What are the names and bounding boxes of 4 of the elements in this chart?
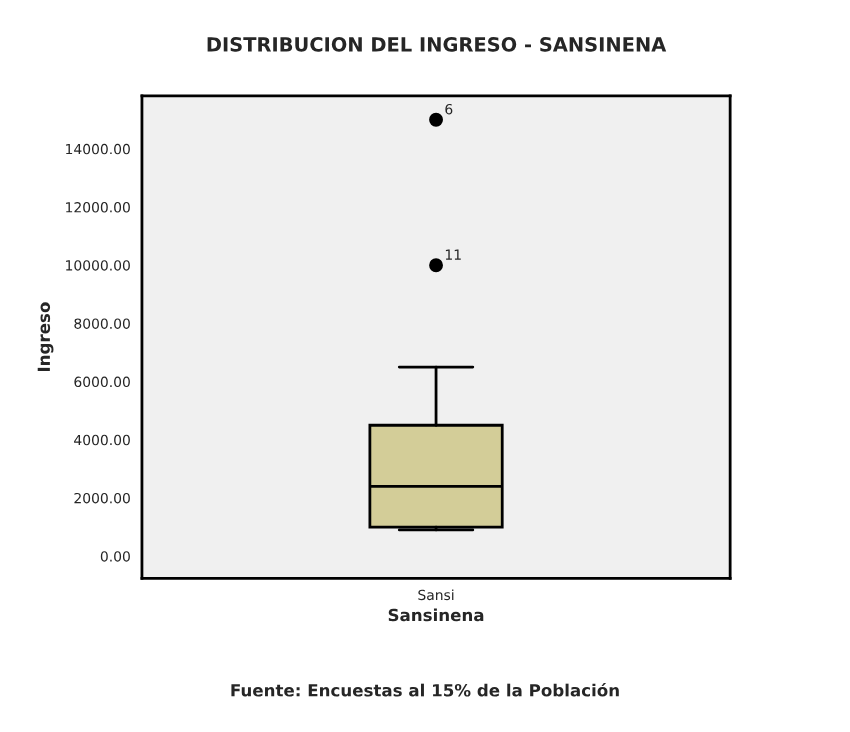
chart-title: DISTRIBUCION DEL INGRESO - SANSINENA — [207, 37, 667, 52]
source-note: Fuente: Encuestas al 15% de la Población — [231, 683, 619, 697]
x-axis-title: Sansinena — [388, 608, 484, 622]
y-axis-title: Ingreso — [37, 302, 54, 371]
